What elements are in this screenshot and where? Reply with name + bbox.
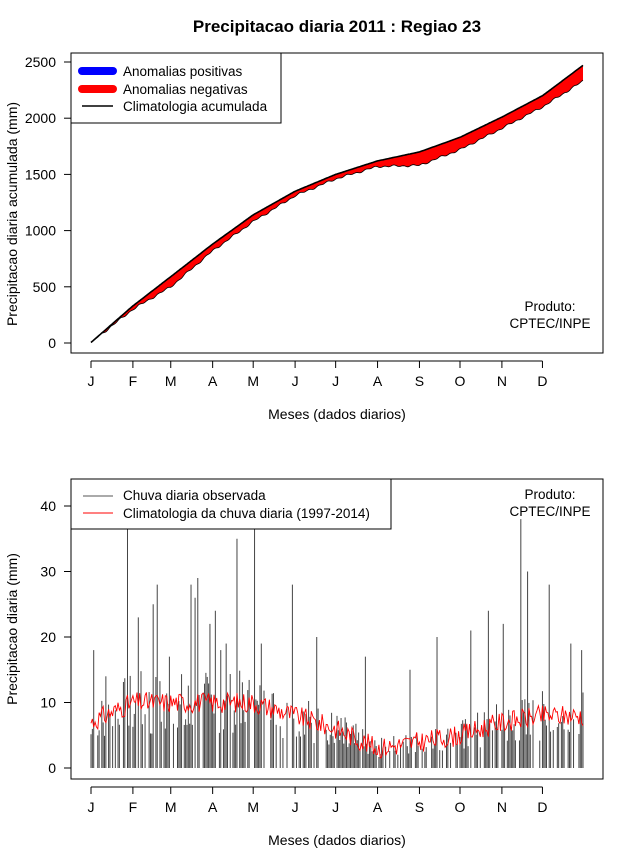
legend-label-climatology-daily: Climatologia da chuva diaria (1997-2014) bbox=[123, 506, 370, 521]
bottom-legend-box bbox=[70, 478, 392, 530]
top-y-axis-label: Precipitacao diaria acumulada (mm) bbox=[4, 102, 20, 326]
top-y-tick-label: 500 bbox=[33, 279, 57, 295]
legend-label-climatology: Climatologia acumulada bbox=[123, 99, 268, 114]
top-legend: Anomalias positivas Anomalias negativas … bbox=[70, 52, 282, 124]
top-credit-line2: CPTEC/INPE bbox=[509, 316, 590, 331]
bottom-x-tick-label: J bbox=[88, 799, 95, 815]
legend-label-negative: Anomalias negativas bbox=[123, 82, 248, 97]
bottom-x-tick-label: A bbox=[208, 799, 218, 815]
bottom-x-tick-label: N bbox=[497, 799, 507, 815]
top-y-tick-label: 1000 bbox=[25, 223, 56, 239]
top-x-tick-label: M bbox=[165, 373, 177, 389]
bottom-x-tick-label: M bbox=[247, 799, 259, 815]
top-x-tick-label: F bbox=[129, 373, 138, 389]
top-x-tick-label: D bbox=[537, 373, 547, 389]
top-x-tick-label: J bbox=[292, 373, 299, 389]
bottom-y-tick-label: 0 bbox=[48, 760, 56, 776]
bottom-plot: 0 10 20 30 40 J F M A M J J A S O N D Meses (dados diar… bbox=[4, 478, 604, 848]
bottom-x-tick-label: M bbox=[165, 799, 177, 815]
top-x-tick-label: J bbox=[88, 373, 95, 389]
climatology-daily-line bbox=[90, 691, 584, 760]
bottom-x-tick-label: A bbox=[373, 799, 383, 815]
top-x-tick-label: M bbox=[247, 373, 259, 389]
top-y-tick-label: 2000 bbox=[25, 110, 56, 126]
top-x-tick-label: J bbox=[332, 373, 339, 389]
top-x-tick-label: A bbox=[373, 373, 383, 389]
top-y-tick-label: 0 bbox=[48, 335, 56, 351]
bottom-x-tick-label: F bbox=[129, 799, 138, 815]
top-x-tick-label: S bbox=[415, 373, 424, 389]
top-x-tick-label: O bbox=[455, 373, 466, 389]
legend-label-observed: Chuva diaria observada bbox=[123, 488, 266, 503]
top-x-axis-label: Meses (dados diarios) bbox=[268, 406, 406, 422]
bottom-y-tick-label: 40 bbox=[40, 498, 56, 514]
bottom-y-tick-label: 20 bbox=[40, 629, 56, 645]
bottom-credit-line1: Produto: bbox=[524, 487, 575, 502]
top-y-tick-label: 2500 bbox=[25, 54, 56, 70]
legend-label-positive: Anomalias positivas bbox=[123, 64, 243, 79]
bottom-x-tick-label: O bbox=[455, 799, 466, 815]
bottom-y-axis-label: Precipitacao diaria (mm) bbox=[4, 553, 20, 705]
bottom-x-tick-label: J bbox=[292, 799, 299, 815]
bottom-x-axis-label: Meses (dados diarios) bbox=[268, 832, 406, 848]
bottom-legend: Chuva diaria observada Climatologia da c… bbox=[70, 478, 392, 530]
bottom-x-tick-label: J bbox=[332, 799, 339, 815]
observed-cumulative-line bbox=[90, 80, 584, 344]
top-x-tick-label: N bbox=[497, 373, 507, 389]
top-x-tick-label: A bbox=[208, 373, 218, 389]
bottom-y-tick-label: 10 bbox=[40, 695, 56, 711]
top-plot: 0 500 1000 1500 2000 2500 J F M A M J J A S O N D Meses … bbox=[4, 52, 604, 422]
bottom-y-tick-label: 30 bbox=[40, 564, 56, 580]
top-credit-line1: Produto: bbox=[524, 299, 575, 314]
chart-title: Precipitacao diaria 2011 : Regiao 23 bbox=[193, 17, 481, 36]
bottom-x-tick-label: S bbox=[415, 799, 424, 815]
climatology-cumulative-line bbox=[90, 64, 584, 344]
bottom-credit-line2: CPTEC/INPE bbox=[509, 504, 590, 519]
top-y-tick-label: 1500 bbox=[25, 166, 56, 182]
bottom-x-tick-label: D bbox=[537, 799, 547, 815]
